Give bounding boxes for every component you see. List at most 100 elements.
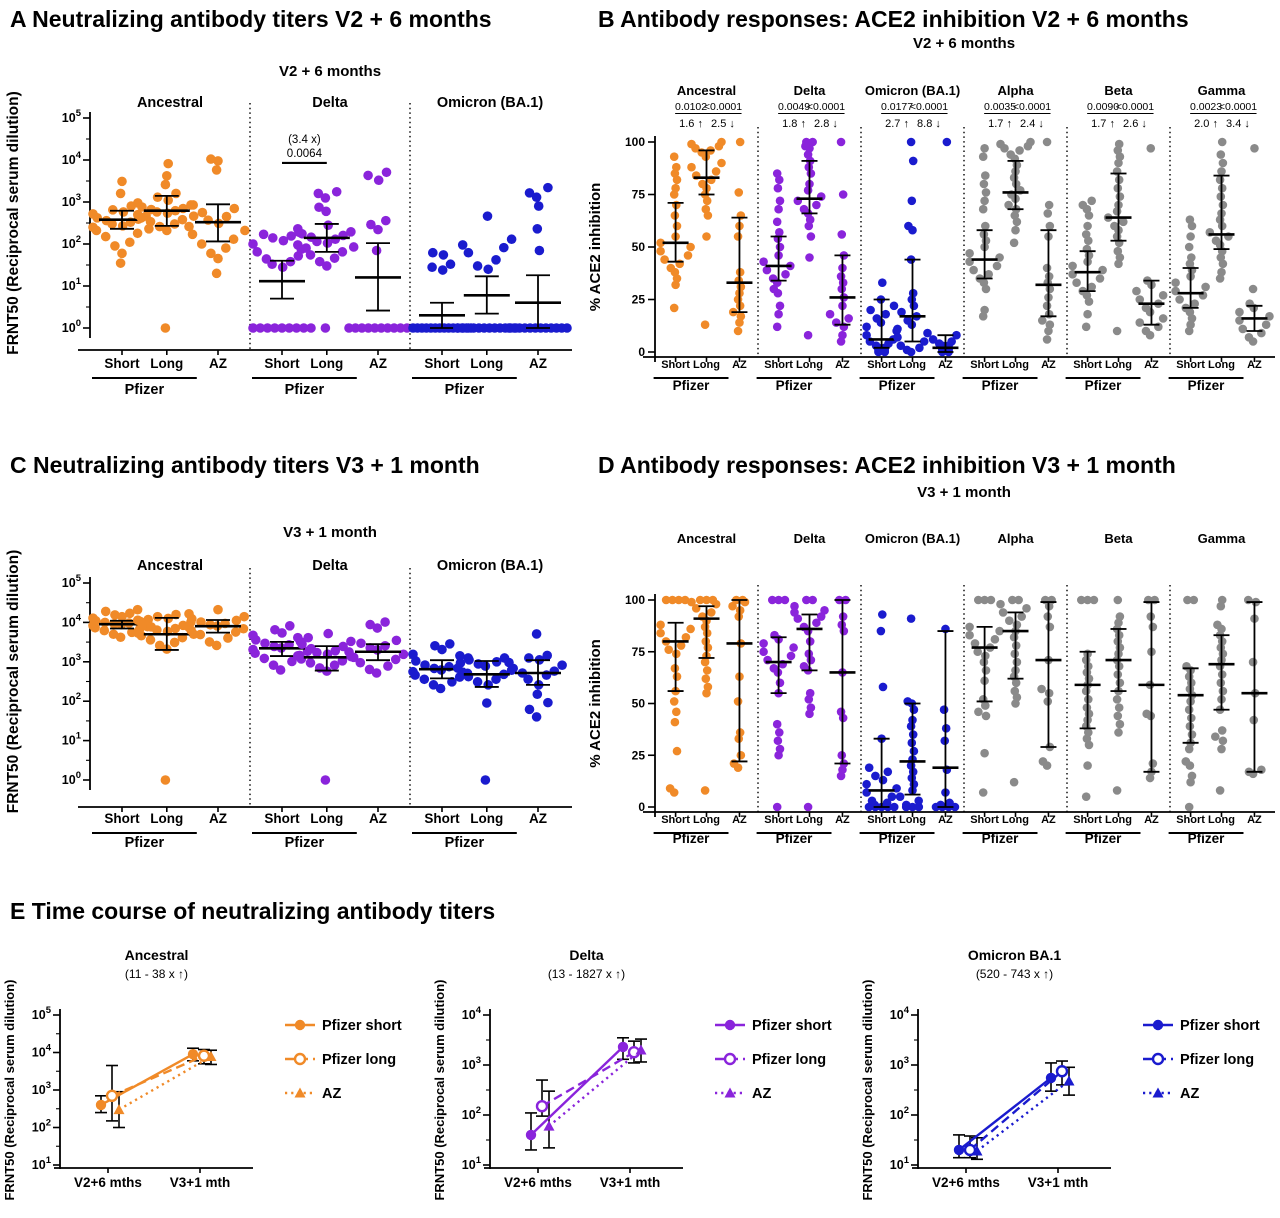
svg-text:AZ: AZ: [322, 1086, 341, 1102]
svg-text:Long: Long: [796, 814, 823, 826]
svg-text:AZ: AZ: [529, 811, 547, 826]
svg-text:<0.0001: <0.0001: [910, 101, 948, 113]
svg-text:0.0049: 0.0049: [778, 101, 810, 113]
svg-text:0.0102: 0.0102: [675, 101, 707, 113]
svg-text:AZ: AZ: [1247, 814, 1262, 826]
svg-text:0: 0: [638, 800, 645, 814]
svg-text:2.7 ↑: 2.7 ↑: [885, 118, 909, 130]
svg-text:<0.0001: <0.0001: [1116, 101, 1154, 113]
svg-text:Short: Short: [661, 814, 690, 826]
svg-text:1.7 ↑: 1.7 ↑: [1091, 118, 1115, 130]
svg-text:Short: Short: [970, 359, 999, 371]
svg-text:Omicron (BA.1): Omicron (BA.1): [437, 558, 544, 574]
panel-d-title: D Antibody responses: ACE2 inhibition V3…: [598, 452, 1176, 478]
svg-text:Ancestral: Ancestral: [137, 558, 203, 574]
svg-text:Pfizer: Pfizer: [125, 835, 165, 851]
svg-text:Ancestral: Ancestral: [677, 531, 736, 546]
svg-text:Pfizer short: Pfizer short: [1180, 1018, 1260, 1034]
svg-text:Long: Long: [1208, 359, 1235, 371]
panel-a-title: A Neutralizing antibody titers V2 + 6 mo…: [10, 6, 492, 32]
svg-text:(13 - 1827 x ↑): (13 - 1827 x ↑): [548, 967, 625, 981]
svg-text:2.6 ↓: 2.6 ↓: [1123, 118, 1147, 130]
svg-text:V2 + 6 months: V2 + 6 months: [913, 35, 1015, 52]
svg-text:50: 50: [632, 240, 646, 254]
svg-text:Omicron BA.1: Omicron BA.1: [968, 947, 1062, 963]
svg-text:Long: Long: [310, 811, 343, 826]
panel-c-chart: V3 + 1 month FRNT50 (Reciprocal serum dil…: [5, 524, 572, 851]
svg-text:AZ: AZ: [1144, 359, 1159, 371]
svg-text:FRNT50 (Reciprocal serum dilut: FRNT50 (Reciprocal serum dilution): [860, 979, 875, 1200]
svg-text:105: 105: [62, 108, 82, 125]
svg-text:25: 25: [632, 748, 646, 762]
svg-text:Alpha: Alpha: [997, 83, 1034, 98]
svg-text:Delta: Delta: [312, 558, 348, 574]
svg-text:1.7 ↑: 1.7 ↑: [988, 118, 1012, 130]
svg-text:% ACE2 inhibition: % ACE2 inhibition: [587, 639, 604, 768]
svg-text:0.0064: 0.0064: [287, 148, 323, 160]
svg-text:Long: Long: [899, 359, 926, 371]
svg-text:103: 103: [62, 652, 81, 669]
svg-text:Long: Long: [150, 356, 183, 371]
svg-text:Long: Long: [1208, 814, 1235, 826]
panel-b-chart: V2 + 6 months % ACE2 inhibition 0 25 50 75 100…: [587, 35, 1275, 393]
svg-text:Delta: Delta: [794, 531, 827, 546]
svg-text:Pfizer: Pfizer: [879, 378, 917, 393]
panel-e-ancestral-chart: Ancestral (11 - 38 x ↑) FRNT50 (Reciprocal…: [2, 947, 402, 1201]
svg-text:101: 101: [62, 276, 82, 293]
svg-text:3.4 ↓: 3.4 ↓: [1226, 118, 1250, 130]
svg-text:Short: Short: [867, 814, 896, 826]
svg-text:101: 101: [62, 731, 82, 748]
svg-text:Short: Short: [970, 814, 999, 826]
svg-text:Short: Short: [1073, 359, 1102, 371]
panel-a-chart: V2 + 6 months FRNT50 (Reciprocal serum di…: [5, 63, 572, 398]
svg-text:V2 + 6 months: V2 + 6 months: [279, 63, 381, 80]
svg-text:103: 103: [462, 1055, 481, 1072]
svg-text:AZ: AZ: [732, 814, 747, 826]
svg-text:Gamma: Gamma: [1198, 83, 1246, 98]
svg-text:103: 103: [890, 1055, 909, 1072]
svg-text:FRNT50 (Reciprocal serum dilut: FRNT50 (Reciprocal serum dilution): [2, 979, 17, 1200]
svg-text:% ACE2 inhibition: % ACE2 inhibition: [587, 183, 604, 312]
svg-text:V3+1 mth: V3+1 mth: [600, 1175, 660, 1190]
svg-text:AZ: AZ: [1247, 359, 1262, 371]
svg-text:75: 75: [632, 645, 646, 659]
svg-text:Pfizer: Pfizer: [879, 831, 917, 846]
svg-text:0.0177: 0.0177: [881, 101, 913, 113]
svg-text:Omicron (BA.1): Omicron (BA.1): [865, 83, 960, 98]
svg-text:102: 102: [890, 1105, 909, 1122]
svg-text:102: 102: [32, 1118, 51, 1135]
svg-text:Pfizer short: Pfizer short: [752, 1018, 832, 1034]
svg-text:104: 104: [62, 612, 82, 629]
svg-text:Long: Long: [693, 814, 720, 826]
svg-text:AZ: AZ: [835, 814, 850, 826]
svg-text:FRNT50 (Reciprocal serum dilut: FRNT50 (Reciprocal serum dilution): [5, 550, 22, 814]
svg-text:Long: Long: [1002, 359, 1029, 371]
svg-text:100: 100: [62, 318, 81, 335]
svg-text:25: 25: [632, 293, 646, 307]
svg-text:2.0 ↑: 2.0 ↑: [1194, 118, 1218, 130]
svg-text:103: 103: [62, 192, 81, 209]
svg-text:2.4 ↓: 2.4 ↓: [1020, 118, 1044, 130]
svg-text:Pfizer: Pfizer: [1188, 378, 1226, 393]
svg-text:Pfizer long: Pfizer long: [752, 1052, 826, 1068]
svg-text:V2+6 mths: V2+6 mths: [74, 1175, 142, 1190]
svg-text:V3 + 1 month: V3 + 1 month: [917, 484, 1011, 501]
svg-text:Short: Short: [264, 811, 300, 826]
svg-text:Short: Short: [424, 811, 460, 826]
svg-text:104: 104: [32, 1043, 52, 1060]
svg-text:1.6 ↑: 1.6 ↑: [679, 118, 703, 130]
svg-text:0.0023: 0.0023: [1190, 101, 1222, 113]
svg-text:Long: Long: [796, 359, 823, 371]
svg-text:Pfizer: Pfizer: [982, 831, 1020, 846]
svg-text:AZ: AZ: [529, 356, 547, 371]
svg-text:V2+6 mths: V2+6 mths: [932, 1175, 1000, 1190]
svg-text:Short: Short: [1176, 814, 1205, 826]
svg-text:Ancestral: Ancestral: [677, 83, 736, 98]
svg-text:0: 0: [638, 345, 645, 359]
panel-e-delta-chart: Delta (13 - 1827 x ↑) FRNT50 (Reciprocal s…: [432, 947, 832, 1201]
svg-text:AZ: AZ: [732, 359, 747, 371]
svg-text:Pfizer short: Pfizer short: [322, 1018, 402, 1034]
svg-text:Short: Short: [867, 359, 896, 371]
svg-text:101: 101: [890, 1155, 910, 1172]
